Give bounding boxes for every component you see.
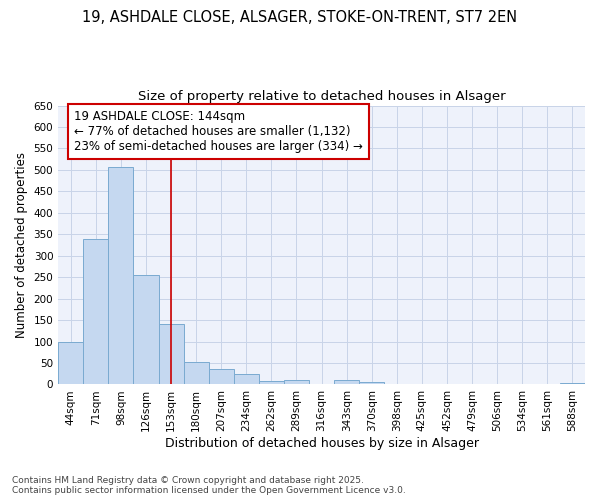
- Bar: [58, 342, 83, 384]
- Bar: [359, 382, 385, 384]
- Bar: [133, 275, 158, 384]
- Bar: [209, 368, 234, 384]
- Text: 19, ASHDALE CLOSE, ALSAGER, STOKE-ON-TRENT, ST7 2EN: 19, ASHDALE CLOSE, ALSAGER, STOKE-ON-TRE…: [82, 10, 518, 25]
- Bar: [109, 167, 133, 384]
- Bar: [560, 382, 585, 384]
- Y-axis label: Number of detached properties: Number of detached properties: [15, 152, 28, 338]
- Title: Size of property relative to detached houses in Alsager: Size of property relative to detached ho…: [138, 90, 505, 103]
- Bar: [158, 324, 184, 384]
- Bar: [284, 380, 309, 384]
- Bar: [83, 238, 109, 384]
- Bar: [234, 374, 259, 384]
- Text: Contains HM Land Registry data © Crown copyright and database right 2025.
Contai: Contains HM Land Registry data © Crown c…: [12, 476, 406, 495]
- Bar: [334, 380, 359, 384]
- Bar: [184, 362, 209, 384]
- Bar: [259, 381, 284, 384]
- X-axis label: Distribution of detached houses by size in Alsager: Distribution of detached houses by size …: [164, 437, 479, 450]
- Text: 19 ASHDALE CLOSE: 144sqm
← 77% of detached houses are smaller (1,132)
23% of sem: 19 ASHDALE CLOSE: 144sqm ← 77% of detach…: [74, 110, 363, 152]
